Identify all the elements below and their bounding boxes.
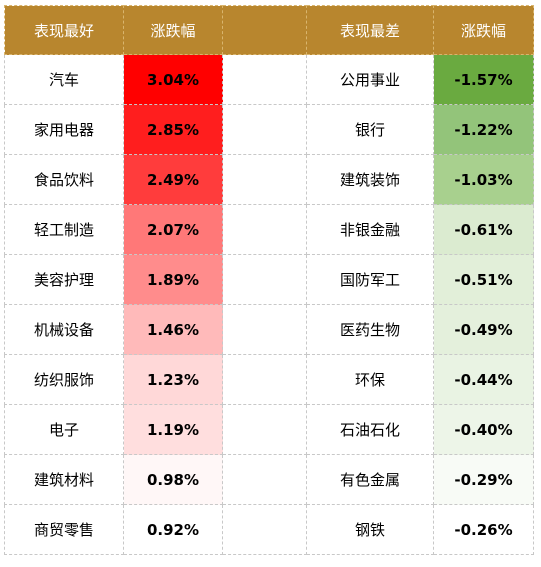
row-spacer — [222, 404, 307, 455]
best-change-header: 涨跌幅 — [123, 5, 223, 55]
best-sector-name: 纺织服饰 — [4, 354, 124, 405]
table-row: 机械设备 1.46% 医药生物 -0.49% — [4, 304, 534, 355]
best-sector-name: 食品饮料 — [4, 154, 124, 205]
row-spacer — [222, 204, 307, 255]
worst-sector-name: 石油石化 — [306, 404, 434, 455]
table-row: 食品饮料 2.49% 建筑装饰 -1.03% — [4, 154, 534, 205]
best-sector-change: 2.49% — [123, 154, 223, 205]
worst-sector-name: 国防军工 — [306, 254, 434, 305]
table-row: 轻工制造 2.07% 非银金融 -0.61% — [4, 204, 534, 255]
best-sector-name: 轻工制造 — [4, 204, 124, 255]
worst-sector-name: 公用事业 — [306, 54, 434, 105]
row-spacer — [222, 304, 307, 355]
performance-table: 表现最好 涨跌幅 表现最差 涨跌幅 汽车 3.04% 公用事业 -1.57% 家用电器 2… — [4, 5, 534, 555]
table-row: 电子 1.19% 石油石化 -0.40% — [4, 404, 534, 455]
worst-sector-name: 环保 — [306, 354, 434, 405]
worst-sector-name: 钢铁 — [306, 504, 434, 555]
worst-sector-change: -0.49% — [433, 304, 534, 355]
best-sector-change: 1.46% — [123, 304, 223, 355]
best-sector-name: 商贸零售 — [4, 504, 124, 555]
best-sector-name: 家用电器 — [4, 104, 124, 155]
worst-sector-name: 银行 — [306, 104, 434, 155]
worst-sector-change: -1.57% — [433, 54, 534, 105]
table-row: 美容护理 1.89% 国防军工 -0.51% — [4, 254, 534, 305]
best-sector-name: 建筑材料 — [4, 454, 124, 505]
row-spacer — [222, 254, 307, 305]
worst-sector-name: 医药生物 — [306, 304, 434, 355]
row-spacer — [222, 154, 307, 205]
table-row: 纺织服饰 1.23% 环保 -0.44% — [4, 354, 534, 405]
table-row: 建筑材料 0.98% 有色金属 -0.29% — [4, 454, 534, 505]
table-body: 汽车 3.04% 公用事业 -1.57% 家用电器 2.85% 银行 -1.22% 食品饮料 2.… — [4, 54, 534, 555]
best-sector-change: 1.19% — [123, 404, 223, 455]
row-spacer — [222, 54, 307, 105]
worst-sector-change: -0.44% — [433, 354, 534, 405]
best-header: 表现最好 — [4, 5, 124, 55]
best-sector-change: 0.98% — [123, 454, 223, 505]
best-sector-change: 3.04% — [123, 54, 223, 105]
worst-sector-name: 非银金融 — [306, 204, 434, 255]
best-sector-name: 汽车 — [4, 54, 124, 105]
worst-sector-name: 建筑装饰 — [306, 154, 434, 205]
best-sector-name: 机械设备 — [4, 304, 124, 355]
header-row: 表现最好 涨跌幅 表现最差 涨跌幅 — [4, 5, 534, 55]
best-sector-change: 1.89% — [123, 254, 223, 305]
best-sector-name: 电子 — [4, 404, 124, 455]
worst-change-header: 涨跌幅 — [433, 5, 534, 55]
row-spacer — [222, 104, 307, 155]
worst-sector-name: 有色金属 — [306, 454, 434, 505]
best-sector-change: 0.92% — [123, 504, 223, 555]
table-row: 家用电器 2.85% 银行 -1.22% — [4, 104, 534, 155]
worst-sector-change: -1.22% — [433, 104, 534, 155]
worst-sector-change: -1.03% — [433, 154, 534, 205]
row-spacer — [222, 454, 307, 505]
worst-sector-change: -0.40% — [433, 404, 534, 455]
table-row: 商贸零售 0.92% 钢铁 -0.26% — [4, 504, 534, 555]
worst-sector-change: -0.51% — [433, 254, 534, 305]
header-spacer — [222, 5, 307, 55]
row-spacer — [222, 504, 307, 555]
best-sector-change: 2.07% — [123, 204, 223, 255]
best-sector-change: 1.23% — [123, 354, 223, 405]
best-sector-name: 美容护理 — [4, 254, 124, 305]
worst-sector-change: -0.29% — [433, 454, 534, 505]
table-row: 汽车 3.04% 公用事业 -1.57% — [4, 54, 534, 105]
best-sector-change: 2.85% — [123, 104, 223, 155]
worst-sector-change: -0.26% — [433, 504, 534, 555]
worst-sector-change: -0.61% — [433, 204, 534, 255]
worst-header: 表现最差 — [306, 5, 434, 55]
row-spacer — [222, 354, 307, 405]
